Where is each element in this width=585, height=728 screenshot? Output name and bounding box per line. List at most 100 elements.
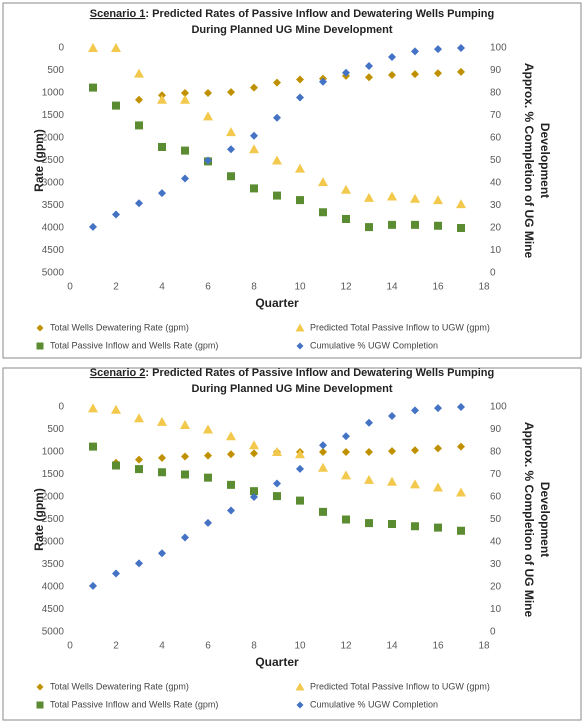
point (296, 196, 304, 205)
point (204, 89, 212, 97)
point (135, 455, 143, 464)
y2-tick-label: 80 (490, 88, 502, 99)
y-axis-label: Rate (gpm) (32, 129, 46, 192)
point (112, 461, 120, 470)
x-tick-label: 14 (386, 282, 398, 293)
x-tick-label: 12 (340, 641, 352, 652)
point (112, 210, 120, 219)
point (158, 189, 166, 198)
x-tick-label: 8 (251, 282, 257, 293)
point (296, 75, 304, 84)
point (387, 476, 397, 486)
legend-symbol (295, 682, 305, 691)
y-tick-label: 4000 (42, 223, 65, 234)
y2-tick-label: 30 (490, 559, 502, 570)
y2-axis-label: Development (538, 123, 552, 198)
chart-frame (2, 367, 582, 721)
y-tick-label: 1000 (42, 447, 65, 458)
y-tick-label: 500 (47, 424, 64, 435)
point (135, 465, 143, 474)
point (410, 193, 420, 203)
legend-label: Total Passive Inflow and Wells Rate (gpm… (50, 699, 218, 709)
y-tick-label: 4500 (42, 604, 65, 615)
x-tick-label: 18 (478, 282, 490, 293)
point (365, 448, 373, 456)
legend-symbol (36, 701, 44, 709)
point (388, 53, 396, 61)
point (158, 143, 166, 151)
point (249, 440, 259, 450)
chart-title-line2: During Planned UG Mine Development (191, 24, 392, 36)
y-tick-label: 3500 (42, 200, 65, 211)
y2-tick-label: 60 (490, 492, 502, 503)
point (135, 559, 143, 568)
point (319, 441, 327, 450)
point (457, 403, 465, 411)
point (157, 94, 167, 104)
y-tick-label: 3000 (42, 537, 65, 548)
y-tick-label: 5000 (42, 627, 65, 638)
x-tick-label: 2 (113, 282, 119, 293)
point (342, 515, 350, 524)
x-tick-label: 8 (251, 641, 257, 652)
point (319, 448, 327, 456)
point (181, 452, 189, 461)
y2-tick-label: 40 (490, 178, 502, 189)
point (456, 199, 466, 209)
point (112, 569, 120, 578)
y-tick-label: 500 (47, 65, 64, 76)
y2-tick-label: 90 (490, 424, 502, 435)
point (342, 432, 350, 441)
point (296, 496, 304, 505)
point (227, 480, 235, 489)
point (250, 493, 258, 501)
point (227, 506, 235, 515)
x-tick-label: 14 (386, 641, 398, 652)
point (181, 146, 189, 155)
point (181, 470, 189, 479)
point (365, 418, 373, 427)
point (456, 487, 466, 497)
point (364, 474, 374, 484)
legend-symbol (296, 701, 304, 709)
point (434, 221, 442, 230)
y-tick-label: 2000 (42, 133, 65, 144)
point (181, 89, 189, 97)
point (158, 453, 166, 462)
point (250, 131, 258, 140)
y2-tick-label: 10 (490, 604, 502, 615)
legend-label: Total Wells Dewatering Rate (gpm) (50, 681, 189, 691)
point (319, 507, 327, 516)
y2-tick-label: 90 (490, 65, 502, 76)
point (158, 468, 166, 477)
point (410, 479, 420, 489)
point (227, 145, 235, 154)
point (411, 47, 419, 56)
y-tick-label: 3000 (42, 178, 65, 189)
x-tick-label: 16 (432, 282, 444, 293)
point (388, 71, 396, 79)
y2-tick-label: 30 (490, 200, 502, 211)
point (296, 93, 304, 102)
legend-label: Total Wells Dewatering Rate (gpm) (50, 322, 189, 332)
y2-tick-label: 100 (490, 43, 507, 54)
y2-tick-label: 60 (490, 133, 502, 144)
point (341, 184, 351, 194)
y2-tick-label: 0 (490, 268, 496, 279)
legend-label: Predicted Total Passive Inflow to UGW (g… (310, 322, 490, 332)
point (226, 431, 236, 441)
point (204, 451, 212, 460)
point (250, 487, 258, 496)
y2-tick-label: 20 (490, 223, 502, 234)
y-tick-label: 2500 (42, 514, 65, 525)
x-tick-label: 6 (205, 282, 211, 293)
point (434, 404, 442, 413)
point (342, 448, 350, 456)
point (273, 78, 281, 87)
point (388, 412, 396, 420)
point (365, 223, 373, 232)
y-tick-label: 1500 (42, 110, 65, 121)
point (434, 69, 442, 78)
point (135, 121, 143, 130)
x-tick-label: 16 (432, 641, 444, 652)
